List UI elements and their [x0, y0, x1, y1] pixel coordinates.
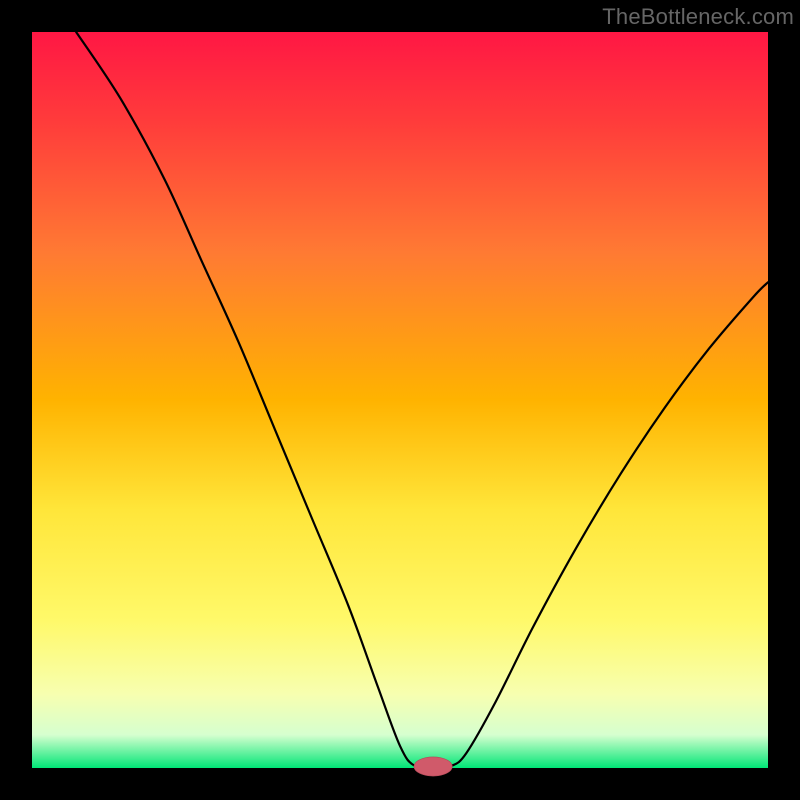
watermark-text: TheBottleneck.com [602, 4, 794, 30]
optimum-marker [414, 757, 452, 776]
chart-container: TheBottleneck.com [0, 0, 800, 800]
chart-gradient-bg [32, 32, 768, 768]
bottleneck-chart [0, 0, 800, 800]
